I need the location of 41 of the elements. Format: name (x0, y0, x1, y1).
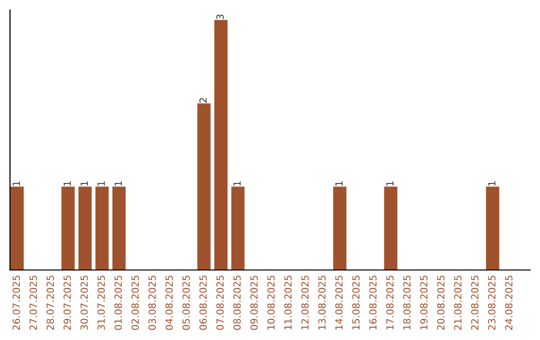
x-tick-label: 04.08.2025 (165, 276, 173, 330)
data-label: 1 (234, 181, 241, 186)
data-label: 3 (216, 14, 224, 20)
x-tick-label: 01.08.2025 (114, 276, 122, 330)
x-tick-label: 29.07.2025 (64, 276, 71, 330)
x-tick-label: 07.08.2025 (216, 276, 224, 330)
data-label: 1 (386, 181, 394, 186)
x-tick-label: 16.08.2025 (369, 276, 377, 330)
x-tick-label: 09.08.2025 (250, 276, 258, 330)
data-label: 1 (488, 181, 496, 186)
data-label: 2 (199, 98, 207, 103)
data-label: 1 (335, 181, 342, 186)
data-label: 1 (80, 181, 88, 186)
x-tick-label: 19.08.2025 (420, 276, 428, 330)
x-tick-label: 18.08.2025 (403, 276, 411, 330)
x-tick-label: 08.08.2025 (233, 276, 241, 330)
x-tick-label: 26.07.2025 (12, 276, 20, 330)
x-tick-label: 14.08.2025 (335, 276, 343, 330)
x-tick-label: 24.08.2025 (505, 276, 512, 330)
x-tick-label: 13.08.2025 (318, 276, 326, 330)
x-tick-label: 17.08.2025 (386, 276, 394, 330)
data-label: 1 (64, 181, 71, 186)
x-tick-label: 12.08.2025 (301, 276, 309, 330)
x-tick-label: 02.08.2025 (131, 276, 139, 330)
x-tick-label: 30.07.2025 (80, 276, 88, 330)
x-tick-label: 31.07.2025 (98, 276, 105, 330)
x-tick-label: 22.08.2025 (471, 276, 478, 330)
x-tick-label: 03.08.2025 (148, 276, 156, 330)
x-tick-label: 15.08.2025 (352, 276, 360, 330)
x-tick-label: 10.08.2025 (267, 276, 275, 330)
x-tick-label: 23.08.2025 (488, 276, 496, 330)
x-tick-label: 20.08.2025 (437, 276, 445, 330)
data-label: 1 (114, 181, 122, 186)
x-tick-label: 05.08.2025 (182, 276, 190, 330)
x-tick-label: 28.07.2025 (46, 276, 54, 330)
x-tick-label: 11.08.2025 (284, 276, 292, 330)
x-tick-label: 27.07.2025 (30, 276, 37, 330)
data-label: 1 (98, 181, 105, 186)
x-tick-label: 06.08.2025 (199, 276, 207, 330)
x-tick-label: 21.08.2025 (454, 276, 462, 330)
data-label: 1 (12, 181, 20, 186)
